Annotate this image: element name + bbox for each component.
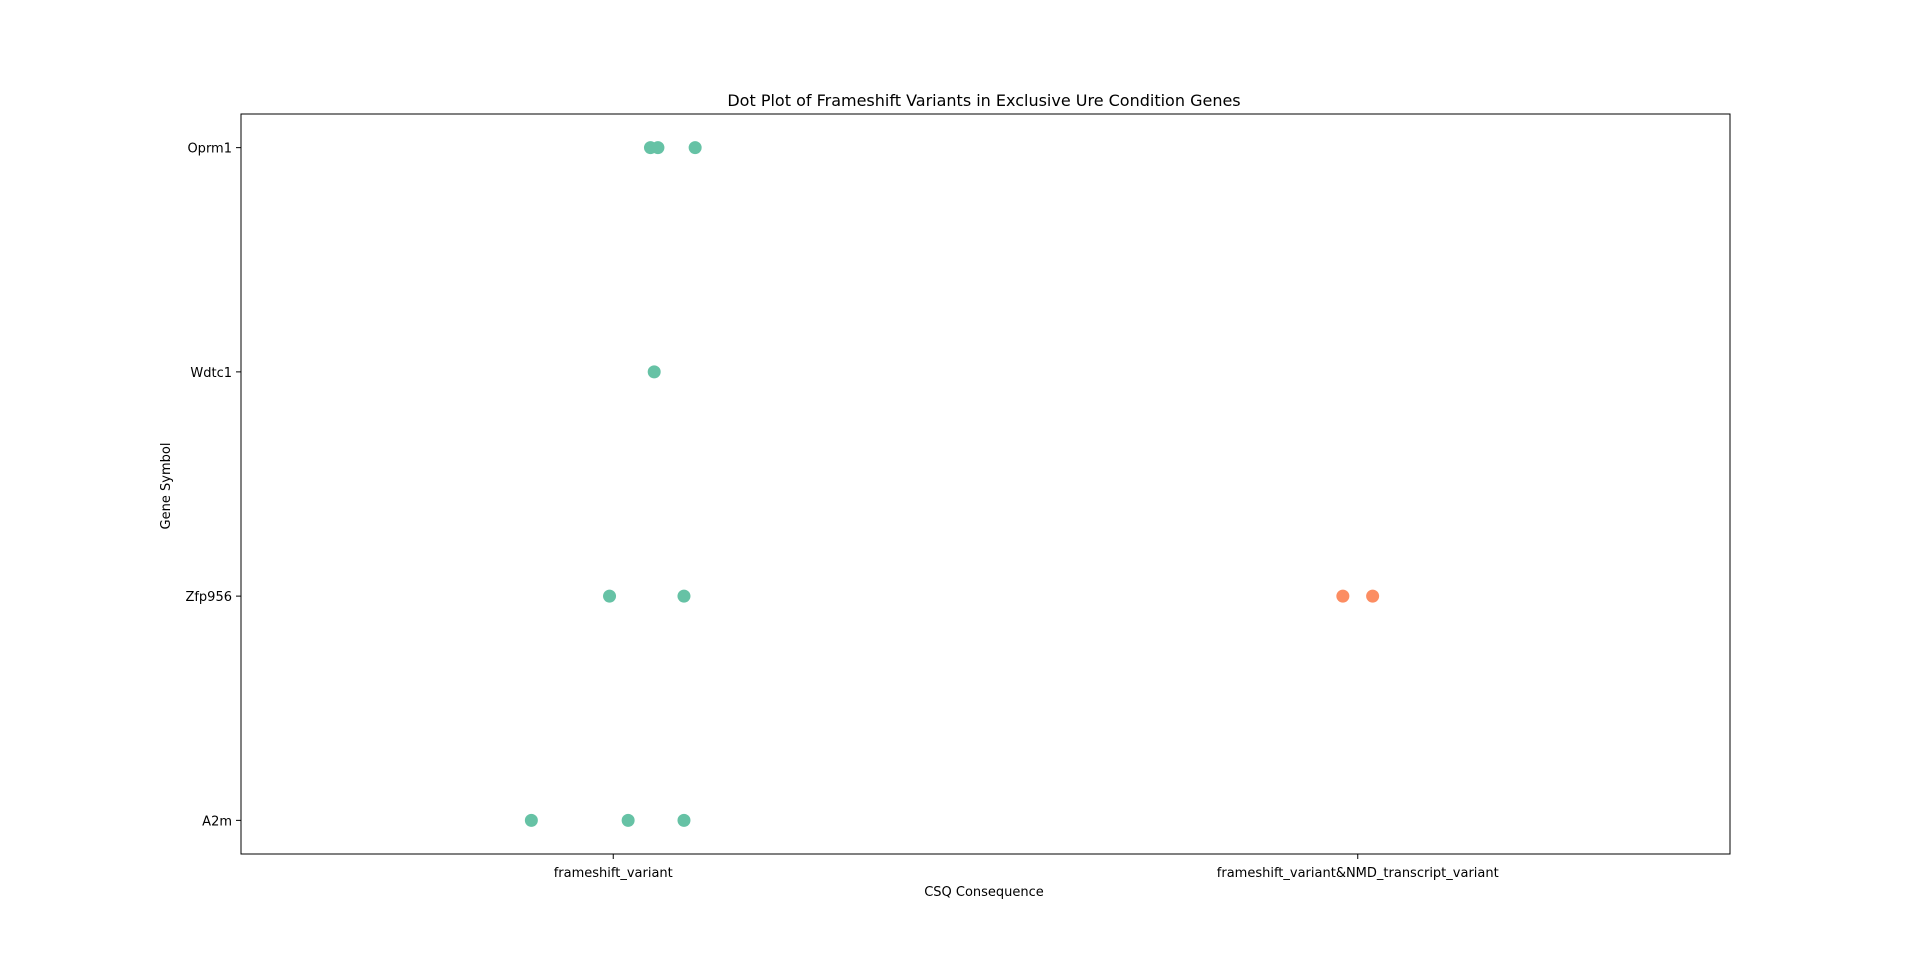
x-axis-ticks: frameshift_variant frameshift_variant&NMD… — [554, 854, 1499, 881]
data-point — [688, 141, 702, 155]
y-axis-ticks: Oprm1 Wdtc1 Zfp956 A2m — [185, 142, 241, 829]
x-tick-label: frameshift_variant&NMD_transcript_varian… — [1217, 866, 1499, 881]
x-axis-label: CSQ Consequence — [924, 885, 1044, 900]
data-point — [603, 589, 617, 603]
data-point — [647, 365, 661, 379]
data-point — [651, 141, 665, 155]
y-tick-label: Zfp956 — [185, 590, 232, 605]
y-tick-label: Wdtc1 — [190, 366, 232, 381]
data-point — [621, 813, 635, 827]
data-point — [524, 813, 538, 827]
chart-title: Dot Plot of Frameshift Variants in Exclu… — [727, 91, 1240, 110]
data-point — [677, 589, 691, 603]
data-point — [1366, 589, 1380, 603]
plot-frame — [240, 113, 1731, 855]
data-point — [677, 813, 691, 827]
y-tick-label: A2m — [202, 814, 232, 829]
x-tick-label: frameshift_variant — [554, 866, 673, 881]
y-axis-label: Gene Symbol — [159, 443, 174, 530]
data-points — [524, 141, 1380, 827]
y-tick-label: Oprm1 — [187, 142, 232, 157]
data-point — [1336, 589, 1350, 603]
